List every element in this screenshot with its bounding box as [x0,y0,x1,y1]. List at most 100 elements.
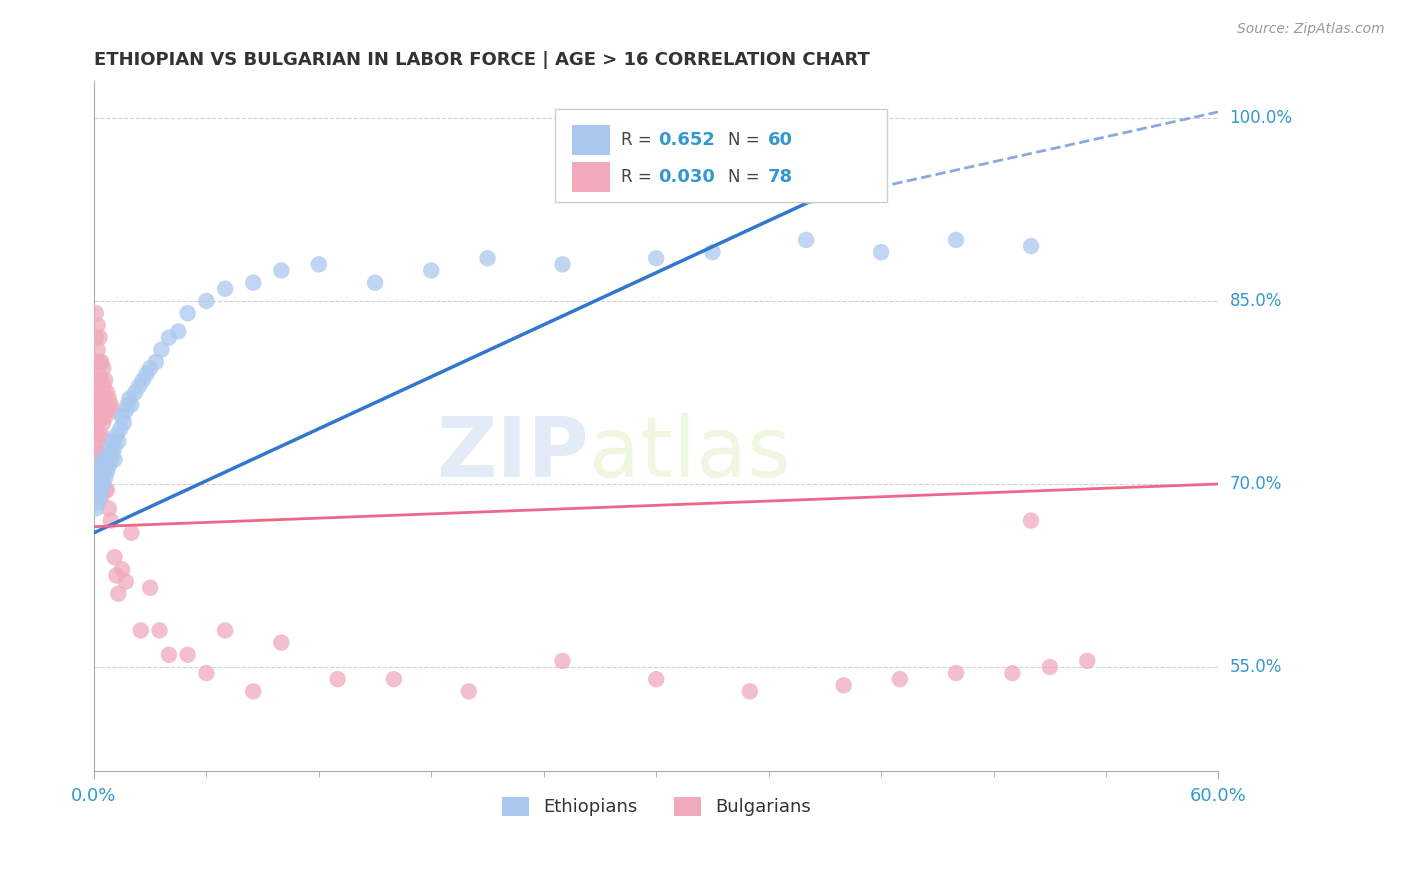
Text: 55.0%: 55.0% [1230,658,1282,676]
Point [84,501,107,516]
FancyBboxPatch shape [572,125,610,155]
Point [89,330,111,344]
Point [89,373,111,387]
Point [420,263,443,277]
Point [111,409,134,424]
Point [90,373,112,387]
Point [148,624,170,638]
Point [117,398,139,412]
Point [120,525,142,540]
Point [551,257,574,271]
Point [326,672,349,686]
Point [96,404,118,418]
Point [100,398,122,412]
Point [96,483,118,497]
Point [86,477,108,491]
Point [101,446,124,460]
Point [86,471,108,485]
Point [551,654,574,668]
Point [90,355,112,369]
Text: 78: 78 [768,168,793,186]
Point [86,495,108,509]
Point [90,489,112,503]
Point [118,392,141,406]
Point [91,361,114,376]
Point [84,373,107,387]
Text: N =: N = [728,131,765,149]
Point [167,325,190,339]
Point [120,398,142,412]
Point [270,263,292,277]
Text: ZIP: ZIP [436,413,589,494]
Point [1001,666,1024,681]
Point [84,422,107,436]
Point [89,483,111,497]
Point [945,666,967,681]
Point [1039,660,1062,674]
Point [107,434,129,449]
Point [477,252,499,266]
Point [89,428,111,442]
Point [86,416,108,430]
Point [157,330,180,344]
Point [128,379,150,393]
Point [645,252,668,266]
Point [457,684,479,698]
Point [91,452,114,467]
Point [94,392,117,406]
Point [100,452,122,467]
Point [97,458,120,473]
Point [84,355,107,369]
Point [91,416,114,430]
Point [90,471,112,485]
Point [111,562,134,576]
Point [103,550,125,565]
Point [124,385,146,400]
Point [100,514,122,528]
Point [84,452,107,467]
Text: 0.030: 0.030 [658,168,716,186]
Point [1019,239,1042,253]
Point [97,501,120,516]
Point [89,392,111,406]
Point [131,373,153,387]
Point [86,452,108,467]
Point [100,441,122,455]
Text: 0.652: 0.652 [658,131,716,149]
Legend: Ethiopians, Bulgarians: Ethiopians, Bulgarians [495,790,818,823]
Point [108,422,131,436]
Point [214,624,236,638]
Text: R =: R = [621,131,658,149]
Point [157,648,180,662]
Point [89,465,111,479]
Text: R =: R = [621,168,658,186]
Point [89,446,111,460]
Point [84,306,107,320]
Point [84,330,107,344]
Point [86,434,108,449]
Point [195,293,218,308]
Point [97,392,120,406]
Point [94,483,117,497]
Point [97,446,120,460]
Point [94,409,117,424]
Point [114,574,136,589]
Point [832,678,855,692]
Point [90,483,112,497]
Text: atlas: atlas [589,413,790,494]
Point [103,452,125,467]
Point [84,385,107,400]
Point [364,276,387,290]
Point [96,452,118,467]
Point [150,343,173,357]
Point [105,428,128,442]
Point [139,361,162,376]
Point [89,489,111,503]
Point [114,404,136,418]
Text: ETHIOPIAN VS BULGARIAN IN LABOR FORCE | AGE > 16 CORRELATION CHART: ETHIOPIAN VS BULGARIAN IN LABOR FORCE | … [94,51,870,69]
Point [135,367,157,381]
Point [84,441,107,455]
Point [129,624,152,638]
Point [86,398,108,412]
Point [214,282,236,296]
